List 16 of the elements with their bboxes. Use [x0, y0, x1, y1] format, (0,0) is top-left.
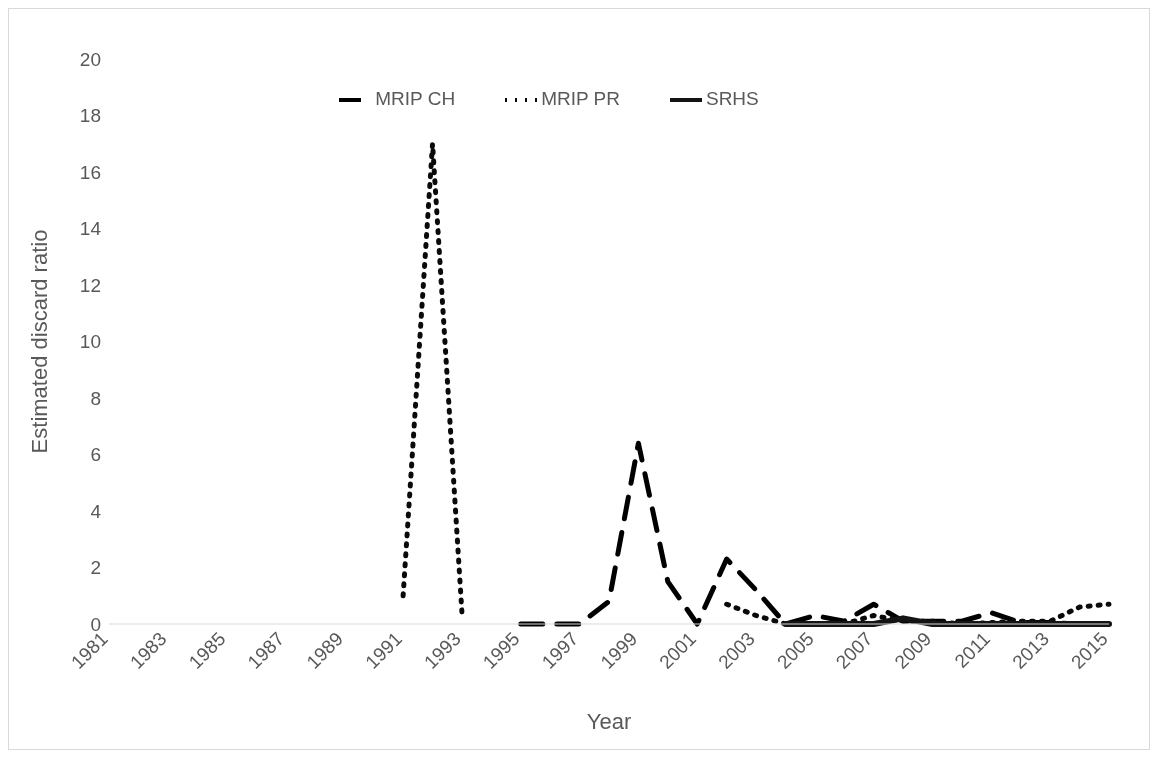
- y-tick-label: 12: [79, 274, 101, 296]
- x-axis-title: Year: [586, 709, 632, 734]
- legend-label: MRIP PR: [541, 88, 620, 110]
- legend-label: SRHS: [705, 88, 759, 110]
- y-tick-label: 18: [79, 105, 101, 127]
- y-tick-label: 10: [79, 331, 101, 353]
- y-axis-title: Estimated discard ratio: [26, 229, 52, 454]
- y-tick-label: 4: [90, 500, 102, 522]
- y-tick-label: 0: [90, 613, 101, 635]
- legend-label: MRIP CH: [375, 88, 456, 110]
- y-tick-label: 6: [90, 444, 101, 466]
- y-tick-label: 20: [79, 48, 101, 70]
- y-tick-label: 16: [79, 161, 101, 183]
- y-tick-label: 2: [90, 557, 101, 579]
- y-tick-label: 8: [90, 387, 101, 409]
- y-tick-label: 14: [79, 218, 102, 240]
